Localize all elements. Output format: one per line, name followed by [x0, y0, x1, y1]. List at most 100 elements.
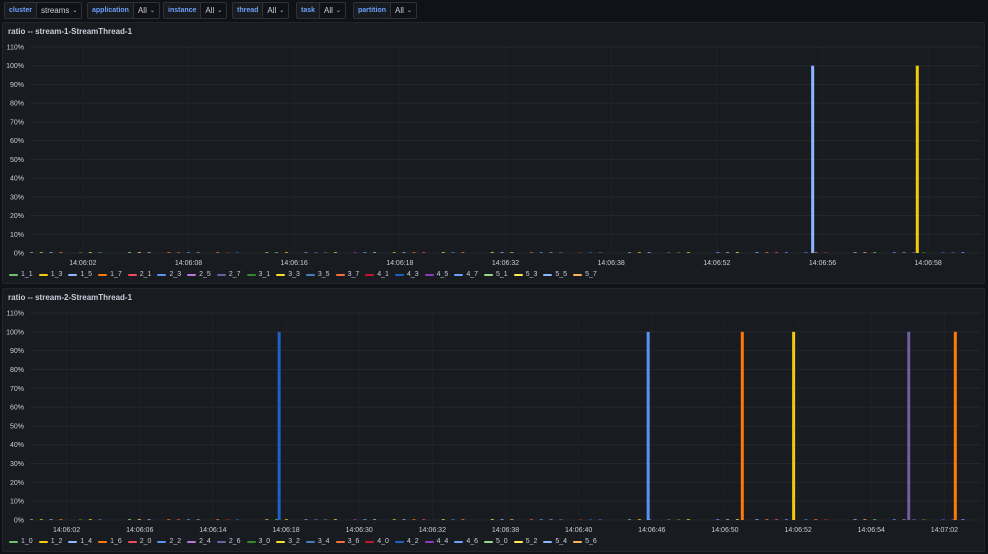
legend-item[interactable]: 2_7: [216, 271, 241, 278]
legend-item[interactable]: 5_6: [573, 538, 597, 545]
legend-item[interactable]: 5_1: [484, 271, 508, 278]
legend-swatch: [246, 273, 256, 276]
bar-small: [265, 519, 269, 520]
bar-small: [804, 252, 808, 253]
legend-item[interactable]: 1_1: [9, 271, 33, 278]
y-tick-label: 80%: [10, 101, 24, 108]
legend-label: 2_2: [169, 538, 182, 545]
bar-small: [333, 519, 337, 520]
legend-item[interactable]: 1_5: [68, 271, 92, 278]
legend-item[interactable]: 5_5: [543, 271, 567, 278]
bar-small: [137, 519, 141, 520]
bar-small: [853, 519, 857, 520]
x-tick-label: 14:06:18: [386, 260, 413, 267]
legend-item[interactable]: 3_5: [305, 271, 330, 278]
application-select[interactable]: All ⌄: [133, 2, 160, 19]
legend-item[interactable]: 5_4: [543, 538, 567, 545]
legend-item[interactable]: 3_1: [246, 271, 270, 278]
thread-select[interactable]: All ⌄: [263, 2, 290, 19]
bar-small: [226, 252, 230, 253]
legend-item[interactable]: 3_3: [276, 271, 300, 278]
bar-small: [873, 519, 877, 520]
legend-swatch: [394, 540, 404, 543]
bar-small: [922, 252, 926, 253]
legend-item[interactable]: 1_2: [38, 538, 62, 545]
legend-label: 5_0: [496, 538, 508, 545]
legend-item[interactable]: 2_1: [127, 271, 152, 278]
y-tick-label: 0%: [14, 518, 24, 525]
legend-item[interactable]: 1_0: [9, 538, 33, 545]
legend-item[interactable]: 3_2: [276, 538, 300, 545]
legend-item[interactable]: 4_0: [365, 538, 389, 545]
legend-item[interactable]: 2_4: [187, 538, 211, 545]
legend-swatch: [38, 273, 48, 276]
bar-2_6: [907, 331, 911, 520]
bar-2_2: [646, 331, 650, 520]
cluster-select[interactable]: streams ⌄: [36, 2, 83, 19]
variable-label: application: [87, 2, 134, 19]
legend-label: 2_1: [139, 271, 152, 278]
legend-item[interactable]: 3_7: [335, 271, 359, 278]
task-select[interactable]: All ⌄: [320, 2, 346, 19]
instance-select[interactable]: All ⌄: [201, 2, 228, 19]
bar-small: [392, 252, 396, 253]
legend-item[interactable]: 5_7: [573, 271, 597, 278]
legend-item[interactable]: 1_7: [98, 271, 122, 278]
legend-item[interactable]: 4_2: [394, 538, 419, 545]
bar-small: [716, 252, 720, 253]
legend-item[interactable]: 5_3: [513, 271, 538, 278]
legend-item[interactable]: 1_6: [98, 538, 122, 545]
chevron-down-icon: ⌄: [217, 8, 223, 14]
legend-label: 1_5: [80, 271, 93, 278]
bar-small: [765, 519, 769, 520]
legend-item[interactable]: 1_3: [38, 271, 62, 278]
bar-small: [892, 252, 896, 253]
legend-item[interactable]: 2_2: [157, 538, 181, 545]
y-tick-label: 100%: [6, 329, 24, 336]
bar-small: [226, 519, 230, 520]
legend-swatch: [484, 540, 493, 543]
legend-swatch: [305, 273, 315, 276]
bar-small: [412, 252, 416, 253]
legend-label: 5_6: [585, 538, 597, 545]
legend-item[interactable]: 2_0: [127, 538, 151, 545]
legend-item[interactable]: 5_2: [513, 538, 537, 545]
bar-small: [559, 252, 563, 253]
legend-item[interactable]: 4_3: [394, 271, 419, 278]
bar-small: [177, 252, 181, 253]
legend-label: 2_3: [169, 271, 182, 278]
legend-item[interactable]: 3_6: [335, 538, 359, 545]
legend-item[interactable]: 4_7: [454, 271, 478, 278]
variable-label: thread: [232, 2, 264, 19]
legend-label: 4_2: [406, 538, 419, 545]
legend-label: 2_5: [199, 271, 211, 278]
legend-label: 5_3: [525, 271, 538, 278]
y-tick-label: 20%: [10, 213, 24, 220]
bar-1_5: [811, 65, 815, 254]
legend-item[interactable]: 4_5: [424, 271, 448, 278]
legend-item[interactable]: 4_4: [424, 538, 448, 545]
y-tick-label: 60%: [10, 405, 24, 412]
legend-item[interactable]: 5_0: [484, 538, 508, 545]
legend-swatch: [187, 273, 197, 276]
legend-item[interactable]: 2_6: [216, 538, 241, 545]
bar-small: [363, 519, 367, 520]
bar-4_2: [277, 331, 281, 520]
x-tick-label: 14:06:16: [281, 260, 308, 267]
legend-item[interactable]: 3_0: [246, 538, 270, 545]
bar-small: [373, 519, 377, 520]
bar-small: [128, 252, 132, 253]
legend-item[interactable]: 2_3: [157, 271, 181, 278]
partition-select[interactable]: All ⌄: [391, 2, 417, 19]
legend-item[interactable]: 4_6: [454, 538, 478, 545]
legend-item[interactable]: 4_1: [365, 271, 389, 278]
legend-item[interactable]: 3_4: [305, 538, 330, 545]
legend-item[interactable]: 2_5: [187, 271, 211, 278]
variable-value: All: [395, 6, 404, 15]
legend-swatch: [9, 540, 18, 543]
legend-swatch: [335, 540, 345, 543]
legend-swatch: [157, 273, 167, 276]
bar-small: [79, 252, 83, 253]
legend-label: 2_6: [228, 538, 241, 545]
legend-item[interactable]: 1_4: [68, 538, 92, 545]
